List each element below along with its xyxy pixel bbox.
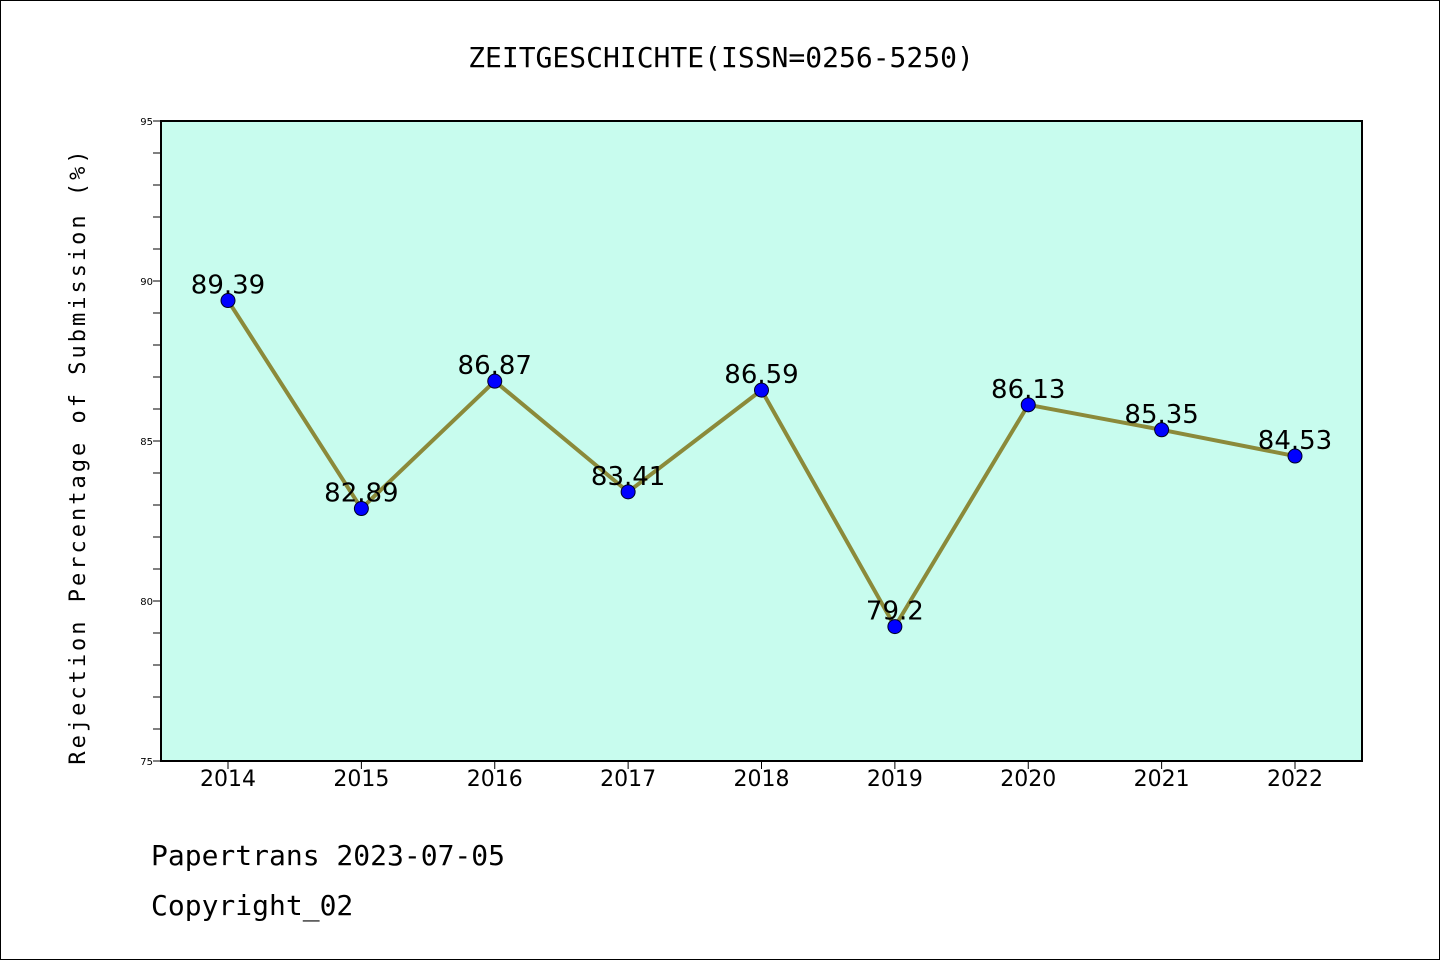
data-label: 86.59 xyxy=(724,360,798,390)
y-tick-label: 95 xyxy=(140,117,153,128)
data-point xyxy=(1287,448,1303,464)
chart-title: ZEITGESCHICHTE(ISSN=0256-5250) xyxy=(468,41,974,74)
x-tick-label: 2021 xyxy=(1134,767,1190,792)
series-layer: 89.39 82.89 86.87 83.41 86.59 79.2 86.13 85.35 8… xyxy=(191,271,1332,635)
x-tick-label: 2018 xyxy=(734,767,790,792)
x-tick-label: 2014 xyxy=(200,767,256,792)
x-tick-label: 2022 xyxy=(1267,767,1323,792)
y-axis-label: Rejection Percentage of Submission (%) xyxy=(66,147,91,764)
data-label: 89.39 xyxy=(191,271,265,301)
data-label: 82.89 xyxy=(324,479,398,509)
plot-area xyxy=(160,120,1363,762)
x-tick-label: 2020 xyxy=(1000,767,1056,792)
data-label: 86.13 xyxy=(991,375,1065,405)
y-tick-label: 90 xyxy=(140,277,153,288)
footer-date: Papertrans 2023-07-05 xyxy=(151,839,505,872)
data-point xyxy=(1154,422,1170,438)
data-point xyxy=(620,484,636,500)
data-point xyxy=(887,619,903,635)
data-label: 85.35 xyxy=(1124,400,1198,430)
data-label: 86.87 xyxy=(458,351,532,381)
data-point xyxy=(1020,397,1036,413)
data-label: 84.53 xyxy=(1258,426,1332,456)
x-tick-label: 2015 xyxy=(333,767,389,792)
data-point xyxy=(487,373,503,389)
y-tick-label: 80 xyxy=(140,597,153,608)
axis-ticks: 75 80 85 90 95 2014 2015 2016 2017 2018 2019 2020 20… xyxy=(140,117,1323,792)
x-tick-label: 2017 xyxy=(600,767,656,792)
x-tick-label: 2016 xyxy=(467,767,523,792)
footer-copyright: Copyright_02 xyxy=(151,889,353,923)
data-point xyxy=(353,501,369,517)
data-point xyxy=(754,382,769,398)
data-label: 79.2 xyxy=(866,597,924,627)
data-point xyxy=(220,293,236,309)
y-tick-label: 85 xyxy=(140,437,153,448)
data-label: 83.41 xyxy=(591,462,665,492)
y-tick-label: 75 xyxy=(140,757,153,768)
x-tick-label: 2019 xyxy=(867,767,923,792)
